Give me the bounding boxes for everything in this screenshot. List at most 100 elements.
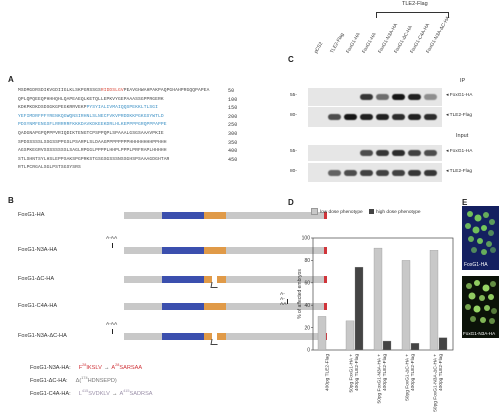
- x-tick-label: 400pg TLE2-Flag: [325, 354, 331, 391]
- mutation-arrow: →: [111, 390, 118, 397]
- y-tick-label: 60: [304, 281, 310, 287]
- x-tick-label: 50pg FoxG1-N3A-ΔC-HA +400pg TLE2-Flag: [433, 354, 445, 412]
- sequence-segment: RIDDSLGV: [100, 88, 124, 93]
- mutation-label: FoxG1-ΔC-HA:: [30, 377, 68, 384]
- bar-high: [438, 337, 448, 351]
- cell-nucleus: [468, 292, 476, 300]
- band-label: ◂ TLE2-Flag: [446, 169, 472, 174]
- orange-domain-left: [204, 333, 212, 340]
- x-tick-label-line: 50pg FoxG1-N3A-ΔC-HA +: [433, 354, 439, 412]
- cell-nucleus: [480, 317, 486, 323]
- cell-nucleus: [490, 281, 496, 287]
- cell-nucleus: [482, 284, 490, 292]
- blot-band: [344, 114, 357, 120]
- construct-label: FoxG1-C4A-HA: [18, 303, 58, 309]
- blot-band: [392, 169, 405, 176]
- sequence-segment: STLSHNTSYLHSLEPPSAKSPGPRKSTGSGSGSSSNSSGH…: [18, 156, 170, 162]
- header-bracket-left: [376, 12, 377, 18]
- cell-nucleus: [486, 241, 492, 247]
- x-tick-label-line: 400pg TLE2-Flag: [382, 354, 388, 391]
- blot-band: [424, 169, 437, 176]
- sequence-segment: SPDSSSSSLSSGSSPPGSLPSARPLSLDAAGPPPPPPPPH…: [18, 139, 167, 145]
- cell-nucleus: [471, 247, 477, 253]
- sequence-line: QPLQPQEEQPHHHQHLQAPEAEQLKETQLLEPKVYGEPAA…: [18, 96, 164, 105]
- construct-label: FoxG1-N3A-HA: [18, 247, 58, 253]
- sequence-line: PDSYNMFENGSFLRRRRRFKKKDAVKDKEEKDRLHLKEPP…: [18, 121, 167, 130]
- blot-strip: [308, 145, 442, 161]
- lane-label: FoxG1-HA: [346, 32, 362, 55]
- blot-band: [408, 94, 421, 100]
- sequence-segment: RTLPCRGALSGLPSTSGSYSRS: [18, 165, 81, 171]
- sequence-position: 200: [228, 113, 238, 120]
- mutation-marker: A-AA: [106, 236, 118, 241]
- panel-label-c: C: [288, 55, 294, 64]
- sequence-position: 450: [228, 156, 238, 163]
- blot-band: [392, 114, 405, 120]
- chart-legend: low dose phenotype high dose phenotype: [311, 208, 421, 215]
- x-tick-label-line: 400pg TLE2-Flag: [325, 354, 331, 391]
- x-tick-label: 50pg FoxG1-N3A-HA +400pg TLE2-Flag: [377, 354, 389, 404]
- mutation-from-num: 28: [82, 363, 87, 367]
- cell-nucleus: [484, 305, 490, 311]
- cell-nucleus: [468, 236, 474, 242]
- blot-header: TLE2-Flag: [402, 1, 428, 7]
- mutation-to-seq: SARSAA: [119, 364, 143, 371]
- band-label-text: TLE2-Flag: [449, 113, 473, 118]
- domain-n-terminal: [124, 303, 162, 310]
- cell-nucleus: [477, 238, 483, 244]
- micrograph-caption-1: FoxG1-HA: [464, 262, 488, 268]
- sequence-segment: YEFIMDRFPFYRENKQGWQNSIRHNLSLNECFVKVPRDDK…: [18, 113, 164, 119]
- blot-band: [424, 94, 437, 100]
- sequence-line: AGSPKEGRVSSSSSSSSLSAGLRPGGLPPPPLHHPLPPPL…: [18, 147, 167, 156]
- sequence-segment: PDSYNMFENGSFLRRRRRFKKKDAVKDKEEKDRLHLKEPP…: [18, 122, 167, 128]
- mw-marker: 80-: [290, 113, 297, 118]
- y-tick-label: 20: [304, 325, 310, 331]
- x-tick-label: 50pg FoxG1-HA +400pg TLE2-Flag: [349, 354, 361, 393]
- mutation-to-num: 28: [115, 363, 120, 367]
- mutation-label: FoxG1-N3A-HA:: [30, 364, 71, 371]
- legend-high: high dose phenotype: [376, 209, 421, 215]
- mutation-tick: [112, 329, 113, 334]
- bar-low: [373, 247, 383, 351]
- mutation-from: F: [78, 364, 83, 371]
- orange-domain-left: [204, 276, 212, 283]
- construct-label: FoxG1-HA: [18, 212, 45, 218]
- micrograph-foxg1: FoxG1-HA: [462, 206, 499, 270]
- micrograph-foxg1-n3a: FoxG1-N3A-HA: [462, 276, 499, 338]
- panel-label-b: B: [8, 196, 14, 205]
- sequence-segment: QPLQPQEEQPHHHQHLQAPEAEQLKETQLLEPKVYGEPAA…: [18, 96, 164, 102]
- cell-nucleus: [474, 214, 482, 222]
- orange-domain: [204, 212, 226, 219]
- mutation-from: Δ(: [75, 377, 82, 384]
- x-tick-label-line: 400pg TLE2-Flag: [354, 354, 360, 391]
- y-tick-label: 40: [304, 303, 310, 309]
- domain-n-terminal: [124, 333, 162, 340]
- bar-low: [429, 250, 439, 351]
- input-label: Input: [456, 133, 469, 139]
- x-tick-label-line: 400pg TLE2-Flag: [438, 354, 444, 391]
- y-tick-label: 100: [302, 236, 311, 242]
- bar-chart-panel: low dose phenotype high dose phenotype 1…: [293, 204, 463, 418]
- blot-band: [408, 150, 421, 156]
- cell-nucleus: [483, 212, 489, 218]
- mutation-from-seq: HDNSEPD): [87, 377, 117, 384]
- band-arrow-icon: ◂: [446, 168, 450, 174]
- mutation-from: L: [78, 390, 82, 397]
- x-tick-label: 50pg FoxG1-ΔC-HA +400pg TLE2-Flag: [405, 354, 417, 401]
- cell-nucleus: [467, 211, 473, 217]
- mutation-from-num: 415: [81, 389, 89, 393]
- blot-band: [376, 94, 389, 100]
- protein-sequence: MSDMGDRSDIKVGDIIGLKLSKPGRSSGSRIDDSLGVPEA…: [18, 87, 253, 177]
- cell-nucleus: [489, 318, 495, 324]
- sequence-segment: PEAVGHWAHPAKPAQPGHAHPRGQQPAPEA: [123, 88, 210, 93]
- x-tick-label-line: 50pg FoxG1-HA +: [349, 354, 355, 393]
- domain-n-terminal: [124, 212, 162, 219]
- sequence-line: MSDMGDRSDIKVGDIIGLKLSKPGRSSGSRIDDSLGVPEA…: [18, 87, 209, 96]
- band-label: ◂ FoxG1-HA: [446, 149, 472, 154]
- band-label: ◂ FoxG1-HA: [446, 93, 472, 98]
- bar-low: [317, 316, 327, 351]
- cell-nucleus: [466, 283, 472, 289]
- forkhead-domain: [162, 276, 204, 283]
- sequence-position: 100: [228, 96, 238, 103]
- mutation-from-num: 174: [81, 376, 88, 380]
